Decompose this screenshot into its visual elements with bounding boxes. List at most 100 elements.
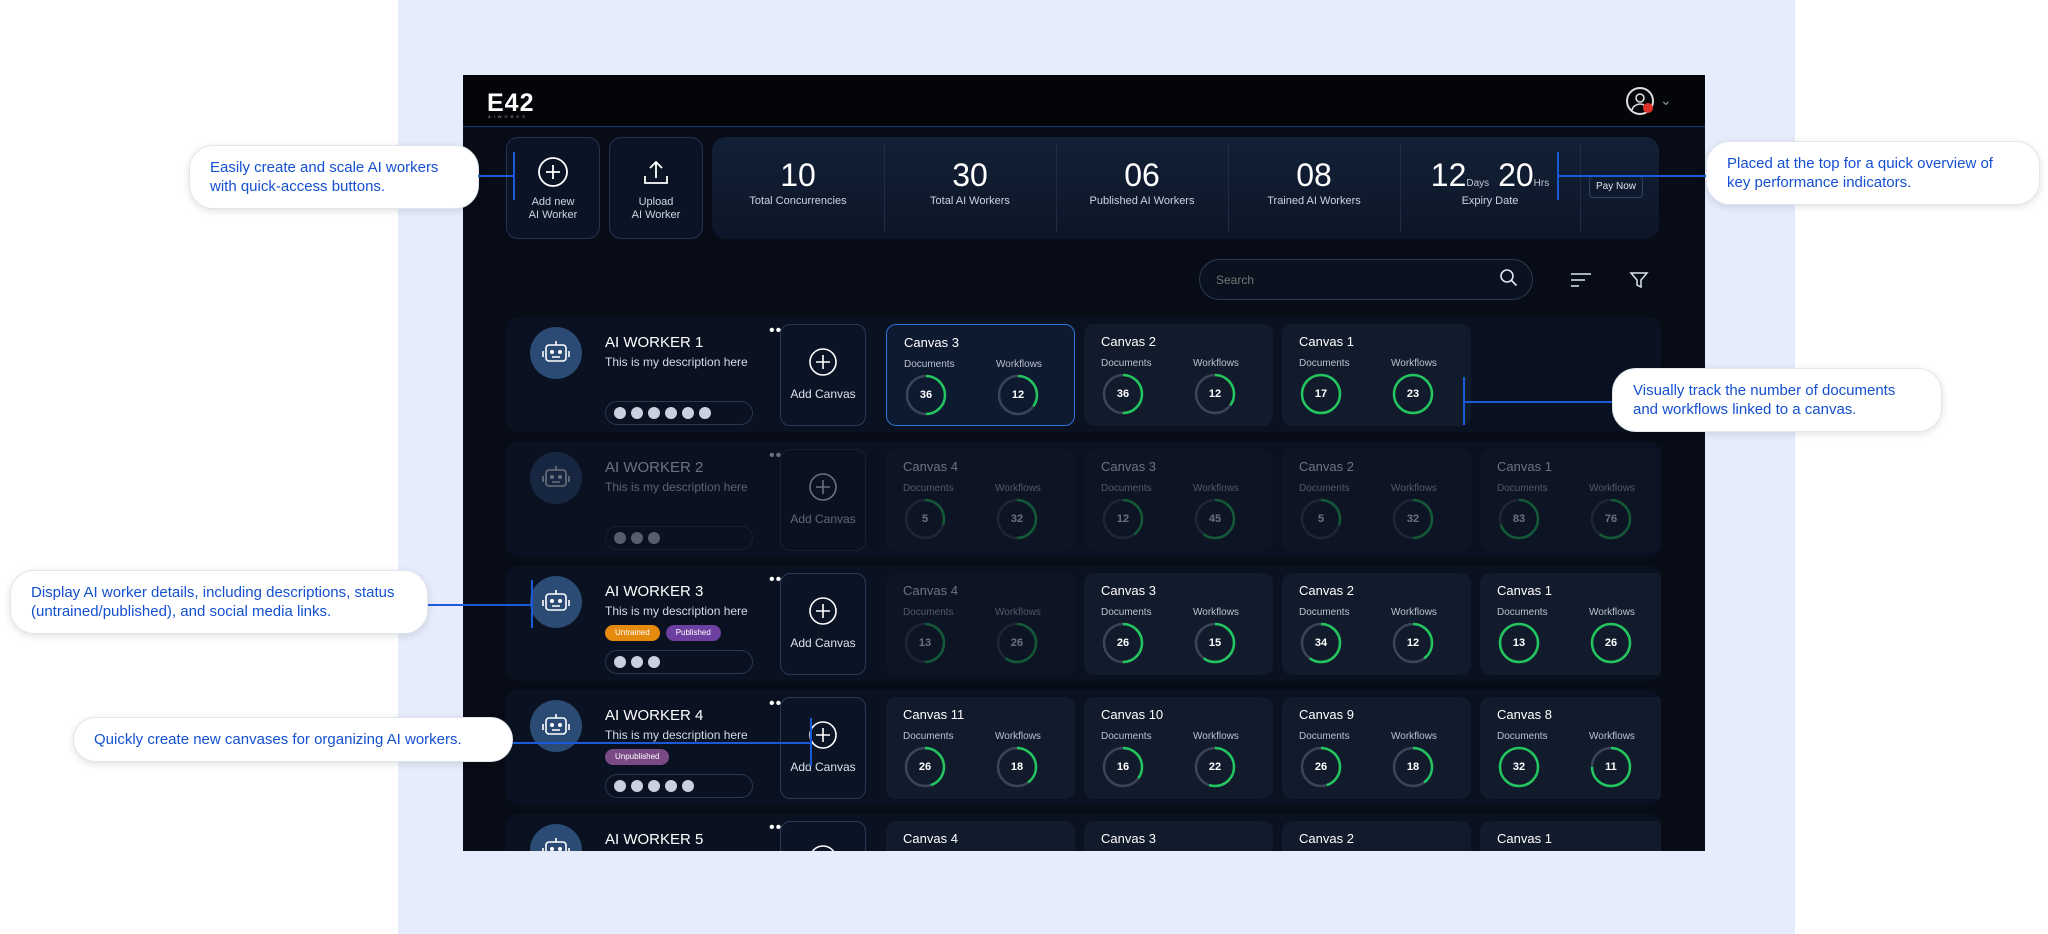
documents-count: 83	[1512, 513, 1526, 525]
whatsapp-icon[interactable]	[614, 656, 626, 669]
add-canvas-button[interactable]: Add Canvas	[780, 449, 866, 551]
canvas-card[interactable]: Canvas 2DocumentsWorkflows00	[1282, 821, 1471, 851]
documents-label: Documents	[1299, 358, 1350, 369]
chevron-down-icon[interactable]: ⌄	[1660, 92, 1672, 108]
documents-label: Documents	[1497, 731, 1548, 742]
documents-count: 16	[1116, 761, 1130, 773]
search-input[interactable]	[1216, 273, 1496, 287]
workflows-gauge	[1590, 498, 1632, 540]
documents-count: 5	[921, 513, 929, 525]
dropbox-icon[interactable]	[648, 656, 660, 669]
canvas-card[interactable]: Canvas 2 Documents Workflows 5 32	[1282, 449, 1471, 551]
worker-description: This is my description here	[605, 728, 748, 742]
documents-label: Documents	[1101, 483, 1152, 494]
canvas-card[interactable]: Canvas 3 Documents Workflows 26 15	[1084, 573, 1273, 675]
add-canvas-button[interactable]: Add Canvas	[780, 697, 866, 799]
documents-gauge	[904, 498, 946, 540]
canvas-title: Canvas 2	[1299, 583, 1354, 598]
documents-gauge	[1102, 373, 1144, 415]
facebook-icon[interactable]	[631, 532, 643, 545]
worker-row: AI WORKER 2 This is my description here ••…	[506, 442, 1661, 557]
worker-name[interactable]: AI WORKER 5	[605, 831, 704, 848]
workflows-label: Workflows	[996, 359, 1042, 370]
documents-gauge	[1300, 498, 1342, 540]
search-icon[interactable]	[1499, 268, 1519, 288]
documents-count: 36	[919, 389, 933, 401]
whatsapp-icon[interactable]	[614, 407, 626, 420]
canvas-card[interactable]: Canvas 4 Documents Workflows 5 32	[886, 449, 1075, 551]
workflows-label: Workflows	[1391, 483, 1437, 494]
canvas-card[interactable]: Canvas 1 Documents Workflows 17 23	[1282, 324, 1471, 426]
search-box[interactable]	[1199, 259, 1533, 300]
workflows-gauge	[1194, 746, 1236, 788]
documents-count: 32	[1512, 761, 1526, 773]
filter-icon[interactable]	[1629, 270, 1649, 290]
workflows-count: 22	[1208, 761, 1222, 773]
dropbox-icon[interactable]	[648, 780, 660, 793]
workflows-gauge	[996, 746, 1038, 788]
documents-count: 12	[1116, 513, 1130, 525]
workflows-gauge	[1392, 622, 1434, 664]
dropbox-icon[interactable]	[648, 407, 660, 420]
linkedin-icon[interactable]	[682, 780, 694, 793]
canvas-card[interactable]: Canvas 9 Documents Workflows 26 18	[1282, 697, 1471, 799]
canvas-card[interactable]: Canvas 2 Documents Workflows 34 12	[1282, 573, 1471, 675]
canvas-card[interactable]: Canvas 1 Documents Workflows 13 26	[1480, 573, 1661, 675]
facebook-icon[interactable]	[631, 656, 643, 669]
canvas-card[interactable]: Canvas 1 Documents Workflows 83 76	[1480, 449, 1661, 551]
canvas-card[interactable]: Canvas 3DocumentsWorkflows00	[1084, 821, 1273, 851]
twitter-icon[interactable]	[665, 407, 677, 420]
worker-name[interactable]: AI WORKER 4	[605, 707, 704, 724]
canvas-card[interactable]: Canvas 3 Documents Workflows 36 12	[886, 324, 1075, 426]
top-bar: E42 AIWORKS ⌄	[463, 75, 1705, 127]
worker-name[interactable]: AI WORKER 1	[605, 334, 704, 351]
canvas-card[interactable]: Canvas 4DocumentsWorkflows00	[886, 821, 1075, 851]
plus-circle-icon	[811, 845, 835, 851]
callout-add-canvas: Quickly create new canvases for organizi…	[73, 717, 513, 762]
facebook-icon[interactable]	[631, 407, 643, 420]
add-canvas-button[interactable]: Add Canvas	[780, 324, 866, 426]
callout-quick-actions: Easily create and scale AI workers with …	[189, 145, 479, 209]
plus-circle-icon	[538, 157, 568, 187]
whatsapp-icon[interactable]	[614, 532, 626, 545]
robot-icon	[530, 824, 582, 851]
status-badge: Untrained	[605, 625, 660, 641]
canvas-title: Canvas 10	[1101, 707, 1164, 722]
worker-name[interactable]: AI WORKER 3	[605, 583, 704, 600]
facebook-icon[interactable]	[631, 780, 643, 793]
add-new-ai-worker-button[interactable]: Add new AI Worker	[506, 137, 600, 239]
canvas-card[interactable]: Canvas 11 Documents Workflows 26 18	[886, 697, 1075, 799]
canvas-card[interactable]: Canvas 2 Documents Workflows 36 12	[1084, 324, 1273, 426]
canvas-title: Canvas 4	[903, 831, 958, 846]
twitter-icon[interactable]	[665, 780, 677, 793]
dropbox-icon[interactable]	[648, 532, 660, 545]
pay-now-button[interactable]: Pay Now	[1589, 176, 1643, 198]
workflows-gauge	[1392, 373, 1434, 415]
workflows-label: Workflows	[995, 483, 1041, 494]
workflows-gauge	[997, 374, 1039, 416]
upload-ai-worker-button[interactable]: Upload AI Worker	[609, 137, 703, 239]
linkedin-icon[interactable]	[682, 407, 694, 420]
sort-icon[interactable]	[1569, 270, 1593, 290]
whatsapp-icon[interactable]	[614, 780, 626, 793]
canvas-card[interactable]: Canvas 3 Documents Workflows 12 45	[1084, 449, 1273, 551]
workflows-count: 23	[1406, 388, 1420, 400]
robot-icon	[530, 576, 582, 628]
canvas-card[interactable]: Canvas 1DocumentsWorkflows00	[1480, 821, 1661, 851]
add-canvas-button[interactable]: Add Canvas	[780, 573, 866, 675]
workflows-count: 12	[1011, 389, 1025, 401]
canvas-card[interactable]: Canvas 4 Documents Workflows 13 26	[886, 573, 1075, 675]
canvas-title: Canvas 4	[903, 583, 958, 598]
canvas-card[interactable]: Canvas 10 Documents Workflows 16 22	[1084, 697, 1273, 799]
documents-count: 13	[1512, 637, 1526, 649]
worker-name[interactable]: AI WORKER 2	[605, 459, 704, 476]
add-canvas-button[interactable]: Add Canvas	[780, 821, 866, 851]
stat-trained-ai-workers: 08 Trained AI Workers	[1267, 157, 1361, 207]
slack-icon[interactable]	[699, 407, 711, 420]
plus-circle-icon	[809, 473, 837, 501]
canvas-card[interactable]: Canvas 8 Documents Workflows 32 11	[1480, 697, 1661, 799]
documents-label: Documents	[1101, 358, 1152, 369]
canvas-title: Canvas 2	[1299, 459, 1354, 474]
documents-count: 36	[1116, 388, 1130, 400]
